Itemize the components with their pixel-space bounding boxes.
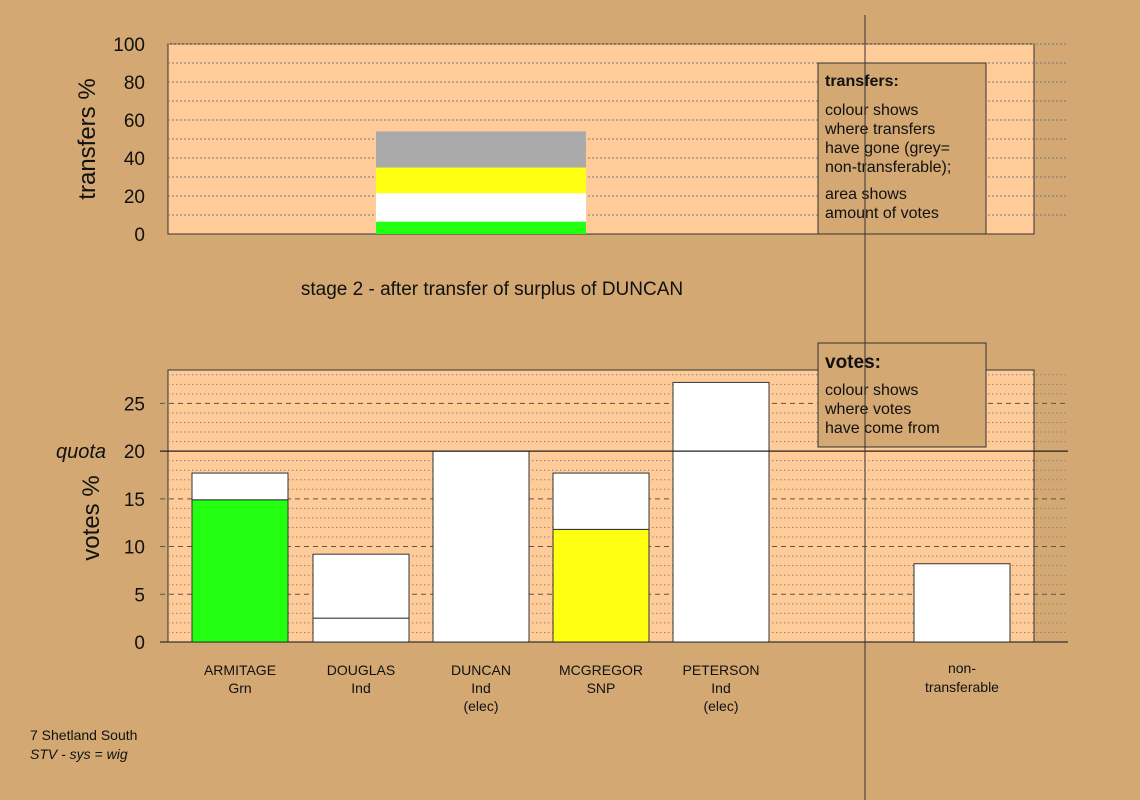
votes-tick-label: 10 — [124, 538, 145, 559]
candidate-party: Grn — [228, 680, 251, 696]
transfers-tick-label: 100 — [113, 35, 145, 56]
transfers-legend-line: have gone (grey= — [825, 140, 950, 157]
votes-tick-label: 25 — [124, 394, 145, 415]
votes-legend-box — [817, 342, 987, 448]
vote-bar-segment — [432, 450, 530, 643]
non-transferable-label: transferable — [925, 679, 999, 695]
vote-bar-segment — [191, 499, 289, 643]
system-label: STV - sys = wig — [30, 746, 128, 762]
transfer-segment-grn — [376, 221, 586, 234]
candidate-party: Ind — [351, 680, 370, 696]
votes-chart: quota 0 5 10 15 20 25 votes % ARMITAGE Grn DOUGLAS… — [56, 342, 1068, 714]
footer: 7 Shetland South STV - sys = wig — [30, 726, 137, 764]
candidate-party: SNP — [587, 680, 616, 696]
quota-label: quota — [56, 441, 106, 463]
transfers-tick-label: 20 — [124, 187, 145, 208]
transfers-legend-line: where transfers — [824, 121, 935, 138]
votes-tick-label: 20 — [124, 442, 145, 463]
candidate-name: MCGREGOR — [559, 662, 643, 678]
vote-bar-segment — [191, 472, 289, 501]
transfers-legend-line: non-transferable); — [825, 159, 951, 176]
candidate-name: DUNCAN — [451, 662, 511, 678]
transfers-tick-label: 60 — [124, 111, 145, 132]
transfer-segment-non-transferable — [376, 131, 586, 168]
transfers-tick-label: 0 — [134, 225, 145, 246]
transfers-legend-line: amount of votes — [825, 205, 939, 222]
transfers-legend-title: transfers: — [825, 73, 899, 90]
non-transferable-label: non- — [948, 660, 976, 676]
votes-legend-line: colour shows — [825, 382, 918, 399]
candidate-name: DOUGLAS — [327, 662, 395, 678]
candidate-name: PETERSON — [682, 662, 759, 678]
candidate-party: Ind — [471, 680, 490, 696]
votes-tick-label: 0 — [134, 633, 145, 654]
transfers-axis-label: transfers % — [74, 78, 101, 199]
candidate-party: Ind — [711, 680, 730, 696]
transfers-chart: 0 20 40 60 80 100 transfers % transfers: colour … — [74, 35, 1068, 246]
transfers-tick-label: 80 — [124, 73, 145, 94]
votes-legend-line: where votes — [824, 401, 911, 418]
votes-tick-label: 15 — [124, 490, 145, 511]
transfer-segment-snp — [376, 167, 586, 194]
votes-legend-title: votes: — [825, 352, 881, 373]
votes-axis-label: votes % — [78, 475, 105, 560]
transfers-legend-line: area shows — [825, 186, 907, 203]
transfers-legend-box — [817, 62, 987, 235]
transfers-legend-line: colour shows — [825, 102, 918, 119]
vote-bar-segment — [312, 553, 410, 619]
votes-legend-line: have come from — [825, 420, 940, 437]
non-transferable-bar — [913, 563, 1011, 643]
vote-bar-segment — [552, 472, 650, 530]
vote-bar-segment — [552, 528, 650, 643]
stage-caption: stage 2 - after transfer of surplus of D… — [301, 279, 683, 300]
candidate-name: ARMITAGE — [204, 662, 276, 678]
vote-bar-segment — [312, 617, 410, 643]
transfers-tick-label: 40 — [124, 149, 145, 170]
transfer-segment-ind — [376, 193, 586, 222]
votes-tick-label: 5 — [134, 585, 145, 606]
candidate-status: (elec) — [703, 698, 738, 714]
constituency-label: 7 Shetland South — [30, 727, 138, 743]
candidate-status: (elec) — [463, 698, 498, 714]
vote-bar-segment — [672, 381, 770, 643]
